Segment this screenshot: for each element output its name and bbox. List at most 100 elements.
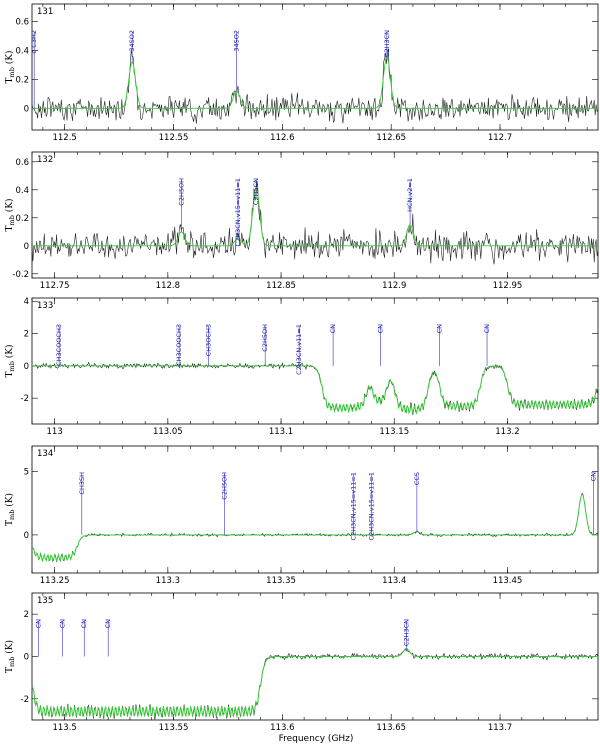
y-tick-label: 2 bbox=[24, 330, 29, 340]
x-tick-label: 113.05 bbox=[153, 427, 183, 437]
y-tick-label: 0.6 bbox=[15, 17, 29, 27]
observed-spectrum bbox=[31, 361, 599, 416]
y-tick-label: 0.4 bbox=[15, 186, 29, 196]
line-label: C2H5OH bbox=[261, 324, 269, 352]
line-label: C2H3CN bbox=[402, 619, 410, 646]
x-tick-label: 113 bbox=[47, 427, 63, 437]
panel-number: 132 bbox=[37, 155, 53, 165]
y-tick-label: 0 bbox=[24, 104, 29, 114]
x-tick-label: 113.65 bbox=[376, 723, 406, 733]
observed-spectrum bbox=[31, 647, 599, 720]
x-tick-label: 113.4 bbox=[382, 576, 406, 586]
model-spectrum bbox=[31, 493, 598, 563]
x-tick-label: 113.55 bbox=[159, 723, 189, 733]
x-tick-label: 113.15 bbox=[379, 427, 409, 437]
line-label: CN bbox=[436, 324, 444, 334]
y-axis-label: Tmb (K) bbox=[4, 640, 16, 673]
x-tick-label: 113.1 bbox=[269, 427, 293, 437]
line-label: C2H3CN,v11=1 bbox=[295, 324, 303, 375]
line-label: CN bbox=[483, 324, 491, 334]
y-tick-label: 0.6 bbox=[15, 158, 29, 168]
line-label: CH3SH bbox=[78, 472, 86, 495]
x-tick-label: 112.95 bbox=[493, 281, 523, 291]
x-tick-label: 112.75 bbox=[40, 281, 70, 291]
x-tick-label: 113.25 bbox=[40, 576, 70, 586]
panel-number: 133 bbox=[37, 301, 53, 311]
x-tick-label: 113.6 bbox=[270, 723, 294, 733]
line-label: 34SO2 bbox=[233, 30, 241, 52]
x-tick-label: 113.7 bbox=[488, 723, 512, 733]
y-tick-label: 2 bbox=[24, 610, 29, 620]
model-spectrum bbox=[31, 648, 598, 718]
line-label: HCN,v2=1 bbox=[406, 178, 414, 212]
model-spectrum bbox=[32, 186, 598, 247]
line-label: C2H3CN,v15=v11=1 bbox=[234, 178, 242, 246]
y-tick-label: 5 bbox=[24, 467, 29, 477]
panel-133: 133 Tmb (K) 113 113.05 113.1 113.15 113.2 -2 0 2 4… bbox=[4, 297, 599, 437]
panel-131: 131 Tmb (K) 112.5 112.55 112.6 112.65 112.7 0 0.… bbox=[4, 3, 599, 143]
panel-number: 134 bbox=[37, 449, 53, 459]
y-tick-label: 0.4 bbox=[15, 46, 29, 56]
x-tick-label: 113.5 bbox=[52, 723, 76, 733]
panel-frame bbox=[31, 445, 599, 574]
panel-number: 135 bbox=[37, 596, 53, 606]
y-axis-label: Tmb (K) bbox=[4, 493, 16, 526]
observed-spectrum bbox=[31, 48, 599, 124]
line-label: C2H3CN,v15=v11=1 bbox=[368, 472, 376, 540]
line-label: CN bbox=[104, 619, 112, 629]
model-spectrum bbox=[32, 365, 599, 415]
y-tick-label: -0.2 bbox=[12, 270, 29, 280]
x-tick-label: 112.55 bbox=[159, 133, 189, 143]
x-tick-label: 112.65 bbox=[376, 133, 406, 143]
panel-number: 131 bbox=[37, 7, 53, 17]
x-tick-label: 112.85 bbox=[266, 281, 296, 291]
y-tick-label: 0 bbox=[24, 362, 29, 372]
x-tick-label: 112.8 bbox=[156, 281, 180, 291]
panel-frame bbox=[31, 3, 599, 131]
x-axis-label: Frequency (GHz) bbox=[279, 734, 354, 744]
x-tick-label: 113.3 bbox=[156, 576, 180, 586]
line-label: C2H5CN bbox=[252, 178, 260, 205]
line-label: CN bbox=[35, 619, 43, 629]
line-label: CN bbox=[589, 472, 597, 482]
line-label: c-C3H2 bbox=[30, 30, 38, 54]
line-label: CN bbox=[80, 619, 88, 629]
y-tick-label: -2 bbox=[21, 695, 29, 705]
panel-135: 135 Tmb (K) 113.5 113.55 113.6 113.65 113.7 -2 0… bbox=[4, 592, 599, 733]
line-label: CN bbox=[58, 619, 66, 629]
line-label: CN bbox=[377, 324, 385, 334]
y-axis-label: Tmb (K) bbox=[4, 199, 16, 232]
x-tick-label: 113.45 bbox=[493, 576, 523, 586]
x-tick-label: 112.7 bbox=[488, 133, 512, 143]
x-tick-label: 113.35 bbox=[266, 576, 296, 586]
y-tick-label: 0 bbox=[24, 531, 29, 541]
panel-frame bbox=[31, 151, 599, 279]
y-tick-label: 0.2 bbox=[15, 214, 29, 224]
observed-spectrum bbox=[31, 181, 599, 265]
y-axis-label: Tmb (K) bbox=[4, 51, 16, 84]
x-tick-label: 113.2 bbox=[495, 427, 519, 437]
x-tick-label: 112.9 bbox=[382, 281, 406, 291]
line-label: C2H3CN,v15=v11=1 bbox=[349, 472, 357, 540]
line-label: CN bbox=[329, 324, 337, 334]
y-tick-label: 0 bbox=[24, 242, 29, 252]
line-label: CH3COOCH3 bbox=[55, 324, 63, 366]
y-tick-label: 0.2 bbox=[15, 75, 29, 85]
line-label: C2H5OH bbox=[220, 472, 228, 500]
line-label: CH3OCH3 bbox=[205, 324, 213, 356]
observed-spectrum bbox=[31, 493, 599, 563]
y-tick-label: -2 bbox=[21, 394, 29, 404]
model-spectrum bbox=[32, 56, 598, 109]
line-label: CCS bbox=[413, 472, 421, 485]
panel-134: 134 Tmb (K) 113.25 113.3 113.35 113.4 113.45 0 5… bbox=[4, 445, 599, 586]
line-label: C2H5OH bbox=[177, 178, 185, 206]
panel-132: 132 Tmb (K) 112.75 112.8 112.85 112.9 112.95 -0… bbox=[4, 151, 599, 291]
line-label: C2H3CN bbox=[383, 30, 391, 57]
y-tick-label: 0 bbox=[24, 653, 29, 663]
line-label: CH3COOCH3 bbox=[175, 324, 183, 366]
panel-frame bbox=[31, 297, 599, 425]
x-tick-label: 112.6 bbox=[270, 133, 294, 143]
line-label: 34SO2 bbox=[128, 30, 136, 52]
x-tick-label: 112.5 bbox=[52, 133, 76, 143]
